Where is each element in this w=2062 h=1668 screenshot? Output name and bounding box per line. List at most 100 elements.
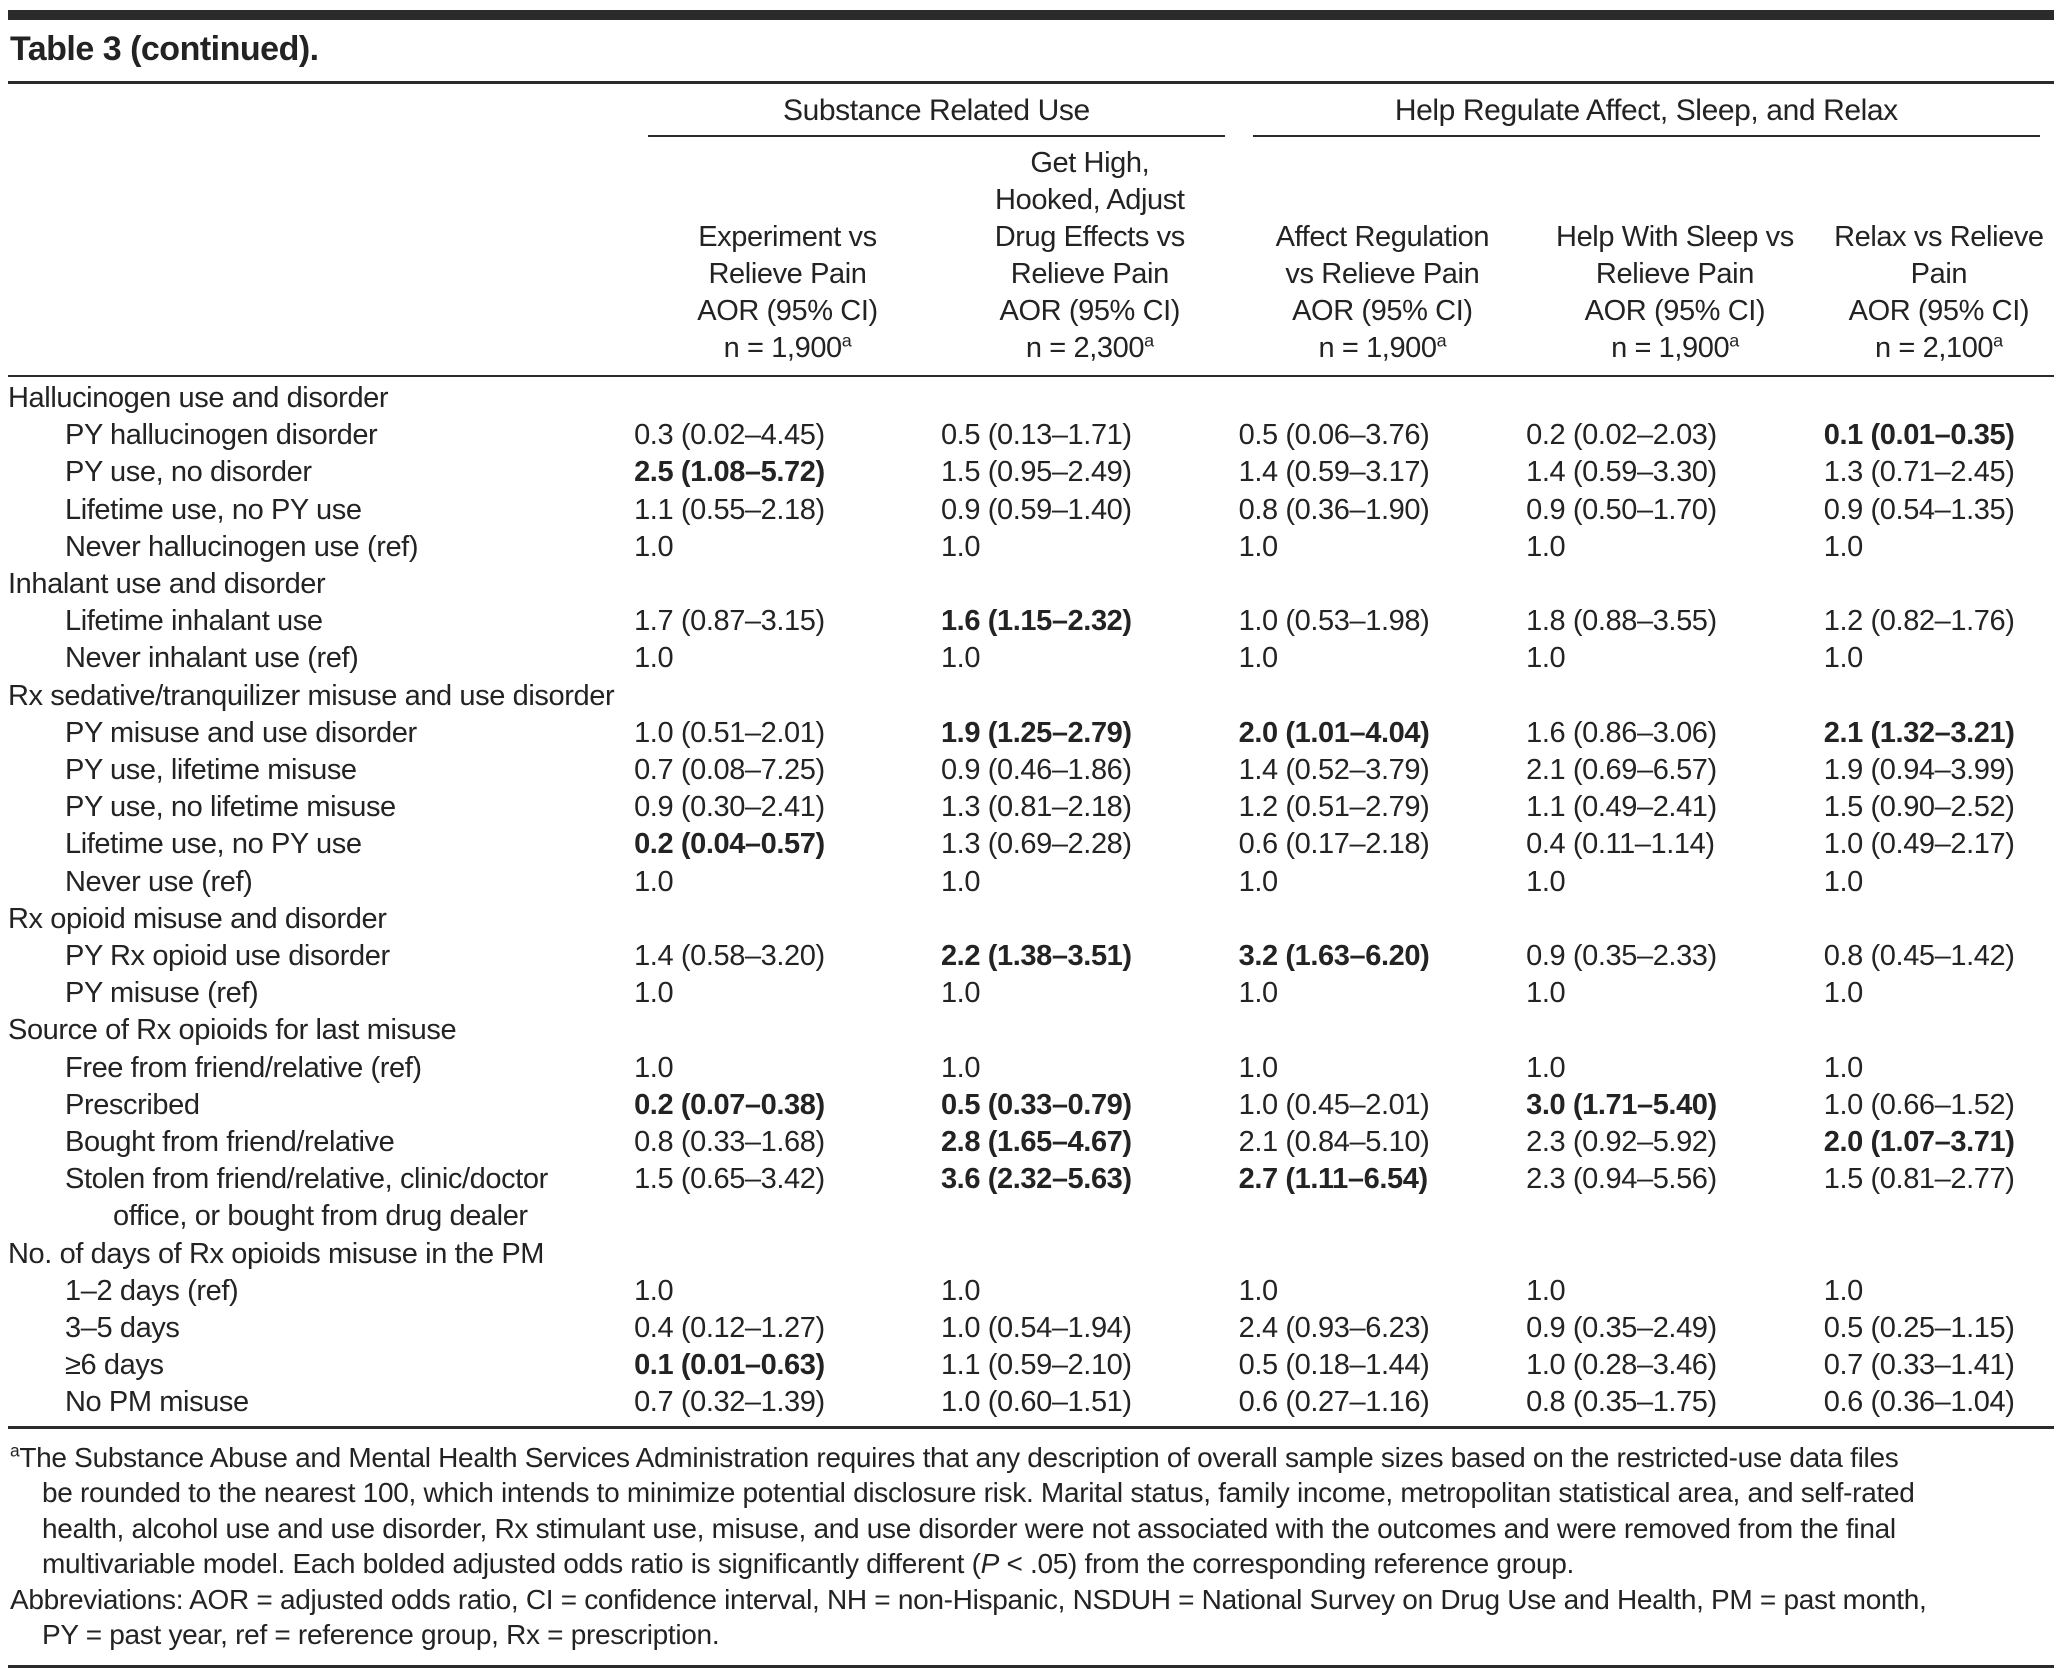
cell-value: 1.0 — [940, 977, 981, 1010]
cell-value: 1.0 (0.51–2.01) — [634, 716, 825, 749]
row-label-cell: PY use, no lifetime misuse — [8, 789, 634, 826]
row-label-cell: Lifetime use, no PY use — [8, 826, 634, 863]
table-row: PY misuse and use disorder 1.0 (0.51–2.01… — [8, 715, 2054, 752]
cell-value: 1.0 — [634, 1274, 674, 1307]
cell-value: 1.6 (0.86–3.06) — [1526, 716, 1717, 749]
footnote-marker: a — [1993, 330, 2003, 351]
table-row: Source of Rx opioids for last misuse — [8, 1012, 2054, 1049]
cell-value: 1.9 (1.25–2.79) — [940, 716, 1132, 749]
cell-value: 1.0 (0.66–1.52) — [1823, 1088, 2015, 1121]
row-label: PY misuse and use disorder — [65, 716, 417, 749]
cell-value: 1.0 — [1238, 865, 1279, 898]
cell-value: 0.5 (0.18–1.44) — [1238, 1349, 1430, 1382]
row-label: Stolen from friend/relative, clinic/doct… — [65, 1163, 548, 1196]
empty-header-cell — [8, 84, 634, 137]
section-row-label: No. of days of Rx opioids misuse in the … — [8, 1237, 545, 1270]
row-label: Lifetime use, no PY use — [65, 828, 362, 861]
table-header: Substance Related Use Help Regulate Affe… — [8, 84, 2054, 377]
row-label: PY misuse (ref) — [65, 977, 259, 1010]
footnote-marker: a — [1144, 330, 1154, 351]
cell-value: 1.3 (0.71–2.45) — [1823, 456, 2015, 489]
row-label: PY Rx opioid use disorder — [65, 940, 390, 973]
cell-value: 2.5 (1.08–5.72) — [634, 456, 825, 489]
cell-value: 1.5 (0.90–2.52) — [1823, 791, 2015, 824]
section-row-label: Rx opioid misuse and disorder — [8, 902, 387, 935]
cell-value: 0.9 (0.50–1.70) — [1526, 493, 1717, 526]
cell-value: 0.1 (0.01–0.35) — [1823, 419, 2015, 452]
cell-value: 0.8 (0.33–1.68) — [634, 1126, 825, 1159]
row-label: Never inhalant use (ref) — [65, 642, 359, 675]
cell-value: 1.0 (0.54–1.94) — [940, 1312, 1132, 1345]
cell-value: 0.8 (0.45–1.42) — [1823, 940, 2015, 973]
cell-value: 1.7 (0.87–3.15) — [634, 605, 825, 638]
cell-value: 0.7 (0.08–7.25) — [634, 754, 825, 787]
cell-value: 1.0 — [1526, 530, 1566, 563]
cell-value: 0.9 (0.35–2.49) — [1526, 1312, 1717, 1345]
row-label: PY hallucinogen disorder — [65, 419, 378, 452]
cell-value: 1.0 — [1238, 642, 1279, 675]
row-label-wrap-line: office, or bought from drug dealer — [113, 1200, 528, 1233]
cell-value: 0.9 (0.54–1.35) — [1823, 493, 2015, 526]
column-header-affect-regulation: Affect Regulation vs Relieve Pain AOR (9… — [1238, 137, 1527, 377]
bottom-rule — [8, 1664, 2054, 1668]
table-row: Rx sedative/tranquilizer misuse and use … — [8, 678, 2054, 715]
table-body: Hallucinogen use and disorder PY hallucin… — [8, 376, 2054, 1428]
cell-value: 0.6 (0.17–2.18) — [1238, 828, 1430, 861]
cell-value: 0.7 (0.32–1.39) — [634, 1386, 825, 1419]
row-label-cell: Free from friend/relative (ref) — [8, 1050, 634, 1087]
table-row: Never hallucinogen use (ref) 1.0 1.0 1.0 1.0… — [8, 529, 2054, 566]
table-row: ≥6 days 0.1 (0.01–0.63) 1.1 (0.59–2.10) 0.5… — [8, 1347, 2054, 1384]
cell-value: 1.0 — [634, 1051, 674, 1084]
row-label-cell: PY use, lifetime misuse — [8, 752, 634, 789]
section-row-label: Rx sedative/tranquilizer misuse and use … — [8, 679, 615, 712]
row-label: Lifetime use, no PY use — [65, 493, 362, 526]
cell-value: 0.2 (0.07–0.38) — [634, 1088, 825, 1121]
cell-value: 0.9 (0.35–2.33) — [1526, 940, 1717, 973]
cell-value: 0.8 (0.35–1.75) — [1526, 1386, 1717, 1419]
row-label-cell: Prescribed — [8, 1087, 634, 1124]
row-label-cell: PY Rx opioid use disorder — [8, 938, 634, 975]
cell-value: 3.0 (1.71–5.40) — [1526, 1088, 1717, 1121]
cell-value: 1.0 — [1526, 865, 1566, 898]
table-row: Stolen from friend/relative, clinic/doct… — [8, 1161, 2054, 1235]
cell-value: 2.1 (0.84–5.10) — [1238, 1126, 1430, 1159]
cell-value: 1.0 — [1823, 865, 1864, 898]
cell-value: 1.0 — [1526, 977, 1566, 1010]
cell-value: 1.4 (0.59–3.17) — [1238, 456, 1430, 489]
cell-value: 2.2 (1.38–3.51) — [940, 940, 1132, 973]
cell-value: 2.3 (0.94–5.56) — [1526, 1163, 1717, 1196]
cell-value: 1.0 (0.45–2.01) — [1238, 1088, 1430, 1121]
cell-value: 1.1 (0.59–2.10) — [940, 1349, 1132, 1382]
footnote-abbreviations: Abbreviations: AOR = adjusted odds ratio… — [10, 1582, 2054, 1653]
cell-value: 0.1 (0.01–0.63) — [634, 1349, 825, 1382]
table-row: Lifetime use, no PY use 1.1 (0.55–2.18) 0.… — [8, 492, 2054, 529]
table-row: PY Rx opioid use disorder 1.4 (0.58–3.20)… — [8, 938, 2054, 975]
cell-value: 0.8 (0.36–1.90) — [1238, 493, 1430, 526]
row-label-cell: 3–5 days — [8, 1310, 634, 1347]
cell-value: 0.4 (0.11–1.14) — [1526, 828, 1715, 861]
table-row: 1–2 days (ref) 1.0 1.0 1.0 1.0 1.0 — [8, 1273, 2054, 1310]
footnote-marker: a — [10, 1440, 20, 1461]
column-header-row: Experiment vs Relieve Pain AOR (95% CI) … — [8, 137, 2054, 377]
footnote-a: aThe Substance Abuse and Mental Health S… — [10, 1440, 2054, 1582]
cell-value: 1.0 — [1238, 977, 1279, 1010]
section-row-label: Inhalant use and disorder — [8, 568, 326, 601]
table-row: Free from friend/relative (ref) 1.0 1.0 1.0… — [8, 1050, 2054, 1087]
column-header-text: Affect Regulation vs Relieve Pain AOR (9… — [1275, 221, 1490, 364]
cell-value: 0.5 (0.13–1.71) — [940, 419, 1132, 452]
footnote-marker: a — [1729, 330, 1739, 351]
cell-value: 0.9 (0.46–1.86) — [940, 754, 1132, 787]
column-header-text: Relax vs Relieve Pain AOR (95% CI) n = 2… — [1834, 221, 2044, 364]
table-row: Never inhalant use (ref) 1.0 1.0 1.0 1.0 1.0 — [8, 640, 2054, 677]
table-row: PY misuse (ref) 1.0 1.0 1.0 1.0 1.0 — [8, 975, 2054, 1012]
cell-value: 1.1 (0.49–2.41) — [1526, 791, 1717, 824]
cell-value: 1.0 — [1526, 642, 1566, 675]
cell-value: 3.2 (1.63–6.20) — [1238, 940, 1430, 973]
group-header-row: Substance Related Use Help Regulate Affe… — [8, 84, 2054, 137]
table-title: Table 3 (continued). — [10, 30, 319, 68]
cell-value: 0.7 (0.33–1.41) — [1823, 1349, 2015, 1382]
cell-value: 0.5 (0.06–3.76) — [1238, 419, 1430, 452]
cell-value: 2.8 (1.65–4.67) — [940, 1126, 1132, 1159]
cell-value: 0.2 (0.02–2.03) — [1526, 419, 1717, 452]
